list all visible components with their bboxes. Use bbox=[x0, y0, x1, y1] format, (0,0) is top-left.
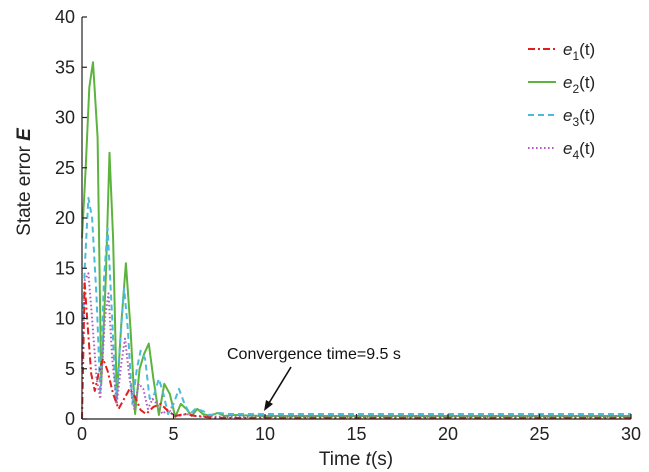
y-tick-label: 40 bbox=[55, 7, 75, 27]
x-tick-label: 10 bbox=[255, 424, 275, 444]
y-tick-label: 35 bbox=[55, 57, 75, 77]
series-line-e3(t) bbox=[81, 196, 631, 416]
x-axis-label-var: t bbox=[366, 449, 372, 470]
x-tick-label: 20 bbox=[438, 424, 458, 444]
x-axis-label: Time t(s) bbox=[319, 449, 393, 470]
x-tick-label: 25 bbox=[529, 424, 549, 444]
x-tick-label: 30 bbox=[621, 424, 641, 444]
legend-label-e1(t): e1(t) bbox=[563, 40, 595, 63]
convergence-annotation: Convergence time=9.5 s bbox=[227, 346, 401, 411]
x-axis-label-text: Time bbox=[319, 449, 366, 470]
x-tick-label: 5 bbox=[168, 424, 178, 444]
y-tick-label: 20 bbox=[55, 208, 75, 228]
ticks: 0 5 10 15 20 25 30 0 5 10 15 20 25 30 35 40 bbox=[55, 7, 641, 444]
x-axis-label-unit: (s) bbox=[371, 449, 393, 470]
y-axis-label: State error E bbox=[14, 127, 35, 236]
x-tick-label: 0 bbox=[77, 424, 87, 444]
y-tick-label: 15 bbox=[55, 258, 75, 278]
legend-label-e3(t): e3(t) bbox=[563, 106, 595, 129]
legend-label-e4(t): e4(t) bbox=[563, 139, 595, 162]
annotation-arrow-line bbox=[268, 366, 292, 404]
x-tick-label: 15 bbox=[346, 424, 366, 444]
legend: e1(t) e2(t) e3(t) e4(t) bbox=[528, 40, 595, 162]
annotation-arrow-head bbox=[264, 400, 273, 411]
y-tick-label: 10 bbox=[55, 309, 75, 329]
y-tick-label: 25 bbox=[55, 158, 75, 178]
plot-lines bbox=[81, 61, 631, 420]
series-line-e1(t) bbox=[81, 282, 631, 420]
y-axis-label-text: State error bbox=[14, 141, 35, 236]
y-tick-label: 0 bbox=[65, 409, 75, 429]
legend-label-e2(t): e2(t) bbox=[563, 73, 595, 96]
y-axis-label-var: E bbox=[14, 127, 35, 141]
y-tick-label: 30 bbox=[55, 108, 75, 128]
annotation-text: Convergence time=9.5 s bbox=[227, 346, 401, 363]
y-tick-label: 5 bbox=[65, 359, 75, 379]
